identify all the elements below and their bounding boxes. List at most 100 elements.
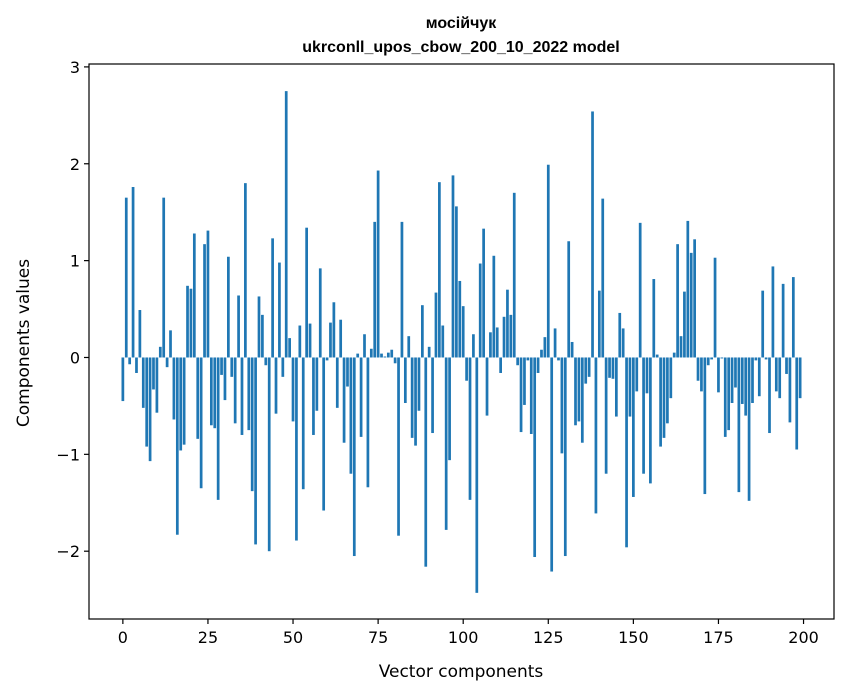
- bar: [683, 291, 686, 358]
- bar: [295, 357, 298, 541]
- bar: [642, 357, 645, 474]
- bar: [645, 357, 649, 394]
- bar: [203, 244, 206, 358]
- y-tick-label: −2: [56, 542, 80, 561]
- bar: [346, 357, 349, 387]
- bar: [301, 357, 305, 490]
- bar: [567, 241, 571, 358]
- bar: [764, 357, 768, 360]
- bar: [267, 357, 271, 552]
- y-tick-label: 0: [70, 348, 80, 367]
- bar: [757, 357, 761, 397]
- bar: [751, 357, 754, 403]
- bar: [706, 357, 710, 366]
- bar: [356, 353, 360, 358]
- bar: [662, 357, 666, 438]
- bar: [546, 164, 550, 358]
- bar: [451, 175, 455, 358]
- bar: [247, 357, 251, 431]
- bar: [570, 341, 574, 358]
- bar: [754, 357, 758, 361]
- bar: [703, 357, 707, 495]
- bar: [369, 348, 373, 358]
- bar: [737, 357, 741, 493]
- bar: [563, 357, 567, 557]
- bar: [676, 244, 679, 358]
- bar: [332, 302, 336, 358]
- bar: [288, 338, 291, 358]
- bar: [342, 357, 346, 443]
- bar: [740, 357, 744, 404]
- x-tick-label: 125: [533, 628, 564, 647]
- bar: [376, 170, 380, 358]
- bar: [679, 336, 683, 358]
- bar: [611, 357, 615, 379]
- bar: [580, 357, 584, 443]
- bar: [261, 314, 264, 358]
- x-tick-label: 25: [198, 628, 218, 647]
- bar: [597, 290, 601, 358]
- bar: [468, 357, 472, 500]
- bar: [774, 357, 778, 392]
- bar: [284, 91, 288, 358]
- bar: [414, 357, 417, 446]
- bar: [526, 357, 530, 361]
- bar: [608, 357, 611, 378]
- bar: [386, 352, 390, 358]
- chart-subtitle: ukrconll_upos_cbow_200_10_2022 model: [302, 39, 619, 56]
- bar: [516, 357, 520, 366]
- bar: [700, 357, 703, 392]
- bar: [237, 295, 240, 358]
- y-tick-label: −1: [56, 445, 80, 464]
- bar: [536, 357, 540, 373]
- bar: [785, 357, 788, 374]
- bar: [352, 357, 356, 557]
- bar: [591, 111, 594, 358]
- bar: [441, 325, 445, 358]
- bar: [727, 357, 731, 431]
- bar: [465, 357, 468, 381]
- bar: [693, 239, 696, 358]
- axes-group: 0 25 50 75 100 125 150 175 200 −2 −1 0 1 2 3: [56, 58, 835, 647]
- bar: [148, 357, 152, 462]
- bar: [209, 357, 213, 426]
- bar: [298, 325, 302, 358]
- bar: [628, 357, 632, 417]
- bar: [121, 357, 125, 402]
- bar: [482, 228, 485, 358]
- bar: [291, 357, 295, 422]
- bar: [506, 289, 509, 358]
- bar: [318, 268, 322, 358]
- bar: [734, 357, 737, 388]
- bar: [512, 192, 516, 358]
- bar: [278, 262, 281, 358]
- chart-title: мосійчук: [426, 15, 498, 32]
- bar: [281, 357, 285, 377]
- bar: [485, 357, 489, 416]
- bar: [455, 206, 458, 358]
- bar: [638, 222, 642, 358]
- bar: [264, 357, 268, 366]
- bar: [710, 357, 714, 360]
- bar: [138, 310, 142, 358]
- bar: [155, 357, 159, 413]
- bar: [730, 357, 734, 403]
- bar: [189, 288, 193, 358]
- bars-group: [121, 91, 802, 593]
- x-tick-label: 100: [448, 628, 479, 647]
- bar: [744, 357, 748, 416]
- bar: [410, 357, 414, 438]
- bar: [696, 357, 700, 381]
- bar: [312, 357, 315, 435]
- bar: [244, 183, 247, 358]
- bar: [771, 266, 775, 358]
- bar: [322, 357, 326, 511]
- bar: [434, 292, 438, 358]
- bar: [540, 349, 543, 358]
- bar: [761, 290, 765, 358]
- bar: [577, 357, 581, 422]
- x-axis-label: Vector components: [379, 662, 544, 682]
- bar: [472, 334, 475, 358]
- bar: [179, 357, 183, 451]
